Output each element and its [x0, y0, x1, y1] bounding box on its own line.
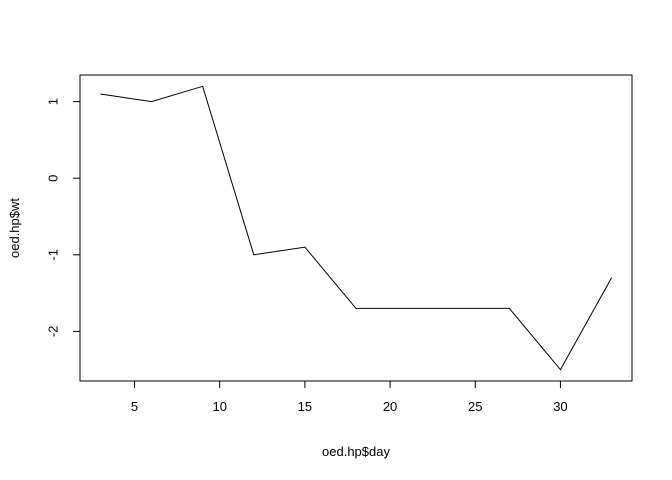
x-tick-label: 5 [131, 399, 138, 414]
y-tick-label: 1 [45, 98, 60, 105]
x-tick-label: 10 [212, 399, 226, 414]
x-axis-label: oed.hp$day [322, 444, 390, 459]
y-axis: -2 -1 0 1 [45, 98, 81, 338]
y-axis-label: oed.hp$wt [7, 198, 22, 258]
y-tick-label: 0 [45, 175, 60, 182]
x-tick-label: 20 [383, 399, 397, 414]
plot-frame [79, 74, 633, 382]
x-tick-label: 15 [298, 399, 312, 414]
y-tick-label: -2 [45, 326, 60, 338]
series-layer [100, 85, 612, 371]
x-tick-label: 30 [553, 399, 567, 414]
x-axis: 5 10 15 20 25 30 [131, 380, 568, 414]
y-tick-label: -1 [45, 249, 60, 261]
series-line [100, 85, 612, 371]
x-tick-label: 25 [468, 399, 482, 414]
